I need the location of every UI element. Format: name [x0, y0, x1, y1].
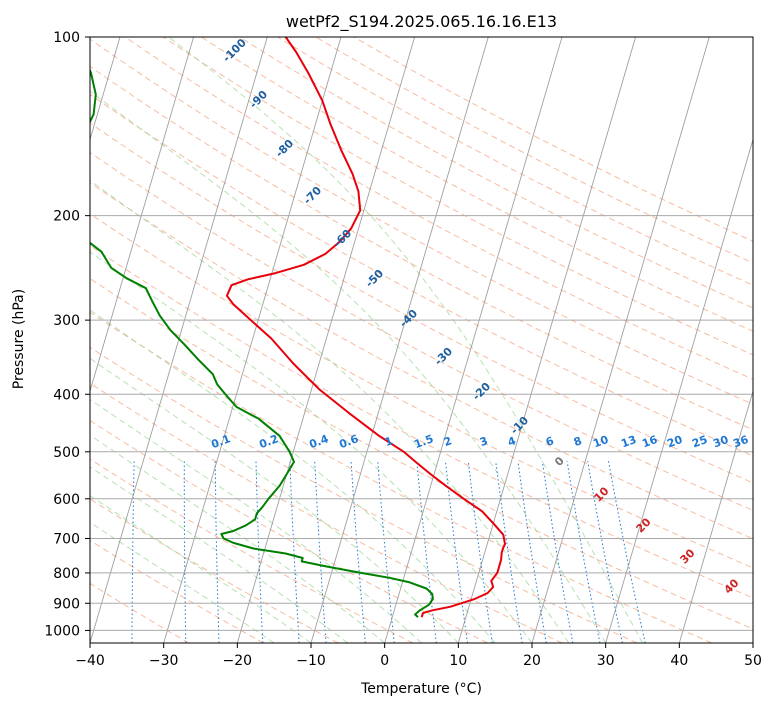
- mixing-ratio-label: 25: [690, 433, 709, 450]
- mixing-ratio-label: 0.6: [337, 432, 360, 451]
- sounding-traces: [90, 37, 506, 618]
- x-tick-label: 10: [449, 653, 467, 669]
- dry-adiabat-line: [90, 38, 753, 405]
- y-tick-label: 800: [53, 566, 80, 582]
- axis-ticks: −40 −30 −20 −10 0 10 20 30 40 5010020030040050060…: [44, 30, 762, 669]
- mixing-ratio-line: [587, 461, 623, 643]
- isotherm-line: [457, 37, 637, 643]
- dry-adiabat-line: [277, 37, 753, 286]
- isotherm-line: [531, 37, 710, 643]
- mixing-ratio-label: 0.4: [307, 432, 330, 451]
- mixing-ratio-line: [416, 461, 437, 643]
- isotherm-line: [605, 137, 753, 643]
- mixing-ratio-label: 0.1: [209, 432, 232, 451]
- moist-adiabat-line: [90, 309, 496, 643]
- mixing-ratio-label: 3: [478, 434, 490, 449]
- y-tick-label: 200: [53, 209, 80, 225]
- x-tick-label: −10: [296, 653, 326, 669]
- y-tick-label: 500: [53, 445, 80, 461]
- dry-adiabat-line: [90, 277, 753, 630]
- x-tick-label: −40: [75, 653, 105, 669]
- mixing-ratio-label: 16: [640, 433, 659, 451]
- mixing-ratio-line: [495, 461, 523, 643]
- dry-adiabat-line: [90, 245, 753, 599]
- moist-adiabat-line: [168, 37, 643, 643]
- mixing-ratio-label: 8: [572, 434, 584, 449]
- mixing-ratio-label: 30: [711, 433, 730, 451]
- mixing-ratio-line: [608, 461, 646, 643]
- dry-adiabat-line: [90, 311, 712, 643]
- isotherm-line: [384, 37, 563, 643]
- moist-adiabat-line: [90, 90, 607, 643]
- isotherm-line: [163, 37, 342, 643]
- mixing-ratio-line: [445, 461, 468, 643]
- y-tick-label: 300: [53, 313, 80, 329]
- chart-title: wetPf2_S194.2025.065.16.16.E13: [286, 12, 557, 32]
- moist-adiabat-line: [90, 179, 570, 643]
- mixing-ratio-label: 4: [506, 434, 518, 449]
- x-tick-label: 0: [380, 653, 389, 669]
- y-tick-label: 900: [53, 596, 80, 612]
- dry-adiabat-line: [90, 93, 753, 457]
- dry-adiabat-line: [90, 182, 753, 540]
- dry-adiabat-line: [90, 65, 753, 431]
- isotherm-line: [678, 389, 753, 643]
- dry-adiabat-line: [124, 37, 753, 380]
- x-axis-title: Temperature (°C): [360, 681, 482, 697]
- y-axis-title: Pressure (hPa): [11, 289, 27, 389]
- moist-adiabat-line: [90, 466, 349, 643]
- dry-adiabat-line: [90, 346, 638, 643]
- dry-adiabat-line: [162, 37, 753, 356]
- mixing-ratio-label: 1.5: [412, 432, 435, 451]
- dry-adiabat-line: [90, 122, 753, 484]
- y-tick-label: 400: [53, 387, 80, 403]
- moist-adiabat-line: [90, 398, 422, 643]
- mixing-ratio-label: 6: [544, 434, 556, 449]
- x-tick-label: 20: [523, 653, 541, 669]
- mixing-ratio-label: 36: [731, 433, 750, 451]
- mixing-ratio-line: [541, 461, 574, 643]
- dewpoint-trace: [90, 67, 434, 618]
- dry-adiabat-line: [315, 37, 753, 264]
- isotherm-line: [310, 37, 489, 643]
- mixing-ratio-label: 0.2: [257, 432, 280, 451]
- mixing-ratio-label: 1: [383, 434, 395, 449]
- moist-adiabat-line: [90, 434, 386, 643]
- dry-adiabat-line: [353, 37, 753, 242]
- x-tick-label: −30: [149, 653, 179, 669]
- mixing-ratio-label: 2: [442, 434, 454, 449]
- reference-lines: [90, 37, 753, 643]
- x-tick-label: 50: [744, 653, 762, 669]
- dry-adiabat-line: [90, 458, 414, 643]
- mixing-ratio-line: [517, 461, 547, 643]
- mixing-ratio-line: [566, 461, 601, 643]
- x-tick-label: 30: [597, 653, 615, 669]
- y-tick-label: 600: [53, 492, 80, 508]
- x-tick-label: −20: [223, 653, 253, 669]
- temperature-trace: [225, 37, 506, 618]
- y-tick-label: 100: [53, 30, 80, 46]
- mixing-ratio-line: [377, 461, 395, 643]
- dry-adiabat-line: [90, 498, 339, 643]
- isotherm-line: [90, 37, 195, 393]
- x-tick-label: 40: [670, 653, 688, 669]
- y-tick-label: 1000: [44, 623, 80, 639]
- dry-adiabat-line: [201, 37, 753, 332]
- dry-adiabat-line: [239, 37, 753, 309]
- mixing-ratio-label: 13: [619, 433, 638, 450]
- y-tick-label: 700: [53, 532, 80, 548]
- isotherm-line: [236, 37, 416, 643]
- mixing-ratio-label: 20: [665, 433, 684, 451]
- plot-frame: [89, 36, 754, 644]
- mixing-ratio-line: [467, 461, 493, 643]
- dry-adiabat-line: [90, 213, 753, 569]
- mixing-ratio-label: 10: [591, 433, 610, 451]
